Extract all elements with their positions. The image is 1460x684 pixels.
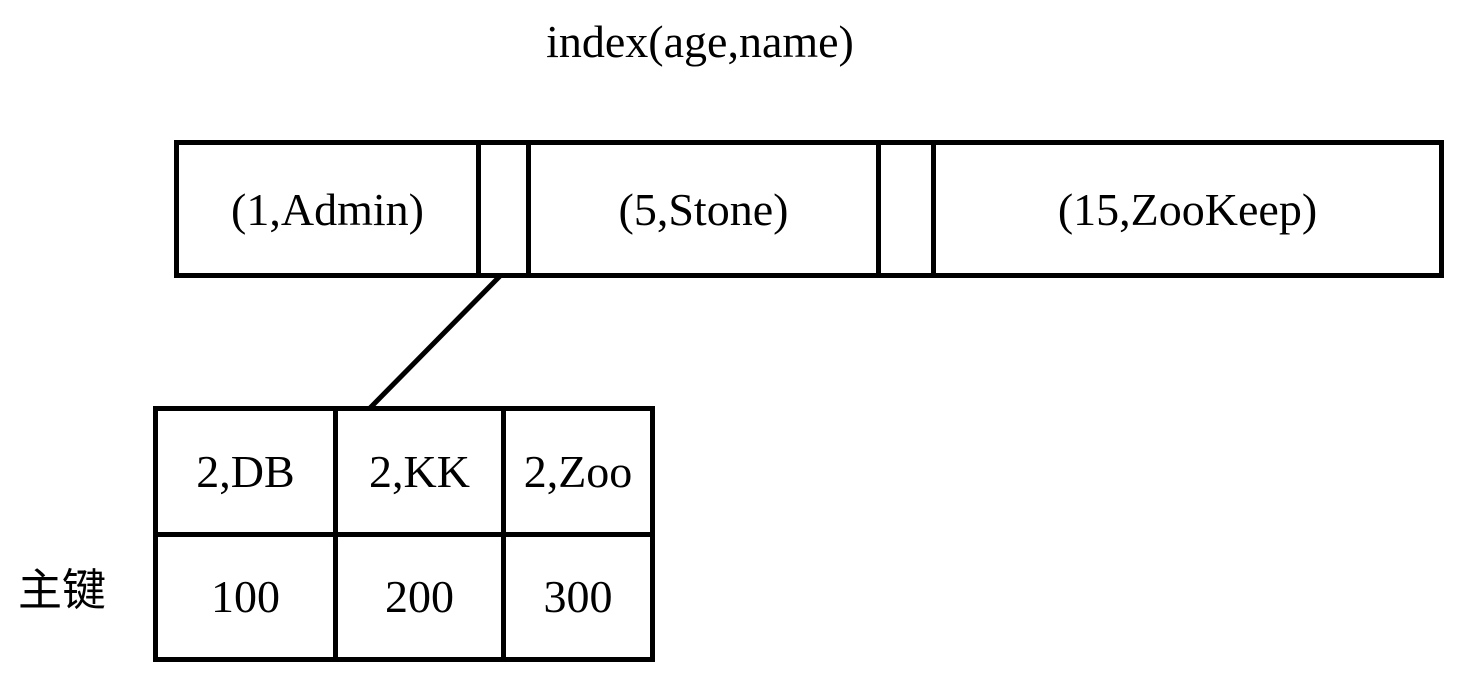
pointer-edge — [368, 274, 502, 410]
leaf-node: 2,DB 2,KK 2,Zoo 100 200 300 — [153, 406, 655, 662]
primary-key-value-3: 300 — [501, 536, 650, 657]
root-pointer-2 — [876, 145, 931, 273]
leaf-index-entry-1: 2,DB — [196, 445, 295, 497]
root-pointer-1 — [476, 145, 526, 273]
leaf-index-entry-2: 2,KK — [333, 411, 501, 532]
root-key-1: (1,Admin) — [231, 183, 424, 235]
root-node: (1,Admin) (5,Stone) (15,ZooKeep) — [174, 140, 1444, 278]
leaf-index-entry-3: 2,Zoo — [501, 411, 650, 532]
root-key-2: (5,Stone) — [526, 145, 876, 273]
primary-key-value-1: 100 — [211, 571, 280, 623]
leaf-primary-key-row: 100 200 300 — [158, 531, 650, 657]
primary-key-value-2: 200 — [333, 536, 501, 657]
root-key-3: (15,ZooKeep) — [931, 145, 1439, 273]
leaf-index-row: 2,DB 2,KK 2,Zoo — [158, 411, 650, 532]
primary-key-label: 主键 — [18, 565, 106, 616]
diagram-title: index(age,name) — [546, 16, 854, 67]
